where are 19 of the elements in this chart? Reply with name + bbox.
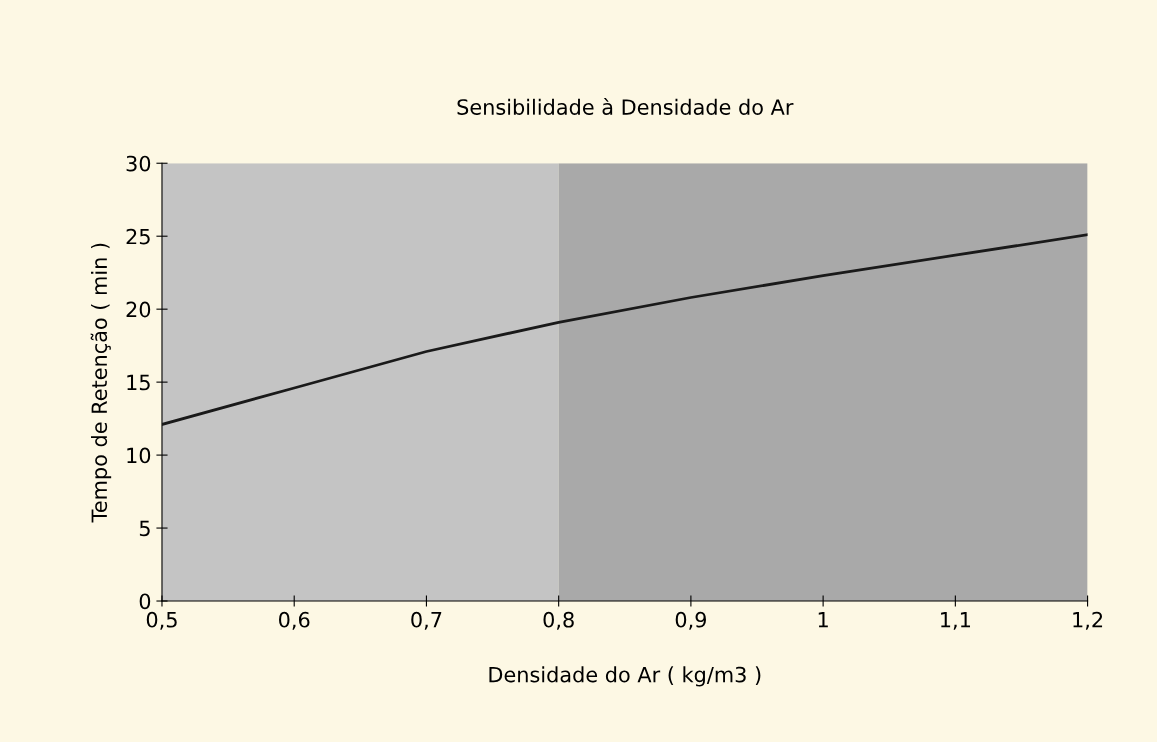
chart-title: Sensibilidade à Densidade do Ar [457,97,794,115]
y-tick-label: 5 [139,520,150,537]
x-tick-label: 0,7 [411,611,442,630]
x-tick-label: 1,2 [1073,611,1103,630]
x-tick-label: 0,8 [543,611,574,630]
y-tick-label: 10 [127,447,151,464]
x-tick-label: 0,5 [146,611,177,630]
y-tick-label: 15 [127,374,150,391]
y-tick-label: 20 [126,301,151,318]
line-series [161,233,1088,426]
x-tick-label: 1,1 [941,612,970,630]
y-tick-label: 0 [139,593,151,610]
x-tick-label: 0,6 [279,611,310,630]
y-axis-title: Tempo de Retenção ( min ) [90,243,112,523]
y-tick-label: 25 [126,228,150,245]
y-tick-label: 30 [126,155,151,172]
x-axis-title: Densidade do Ar ( kg/m3 ) [489,666,761,687]
x-tick-label: 1 [818,612,828,628]
x-tick-label: 0,9 [675,611,706,630]
